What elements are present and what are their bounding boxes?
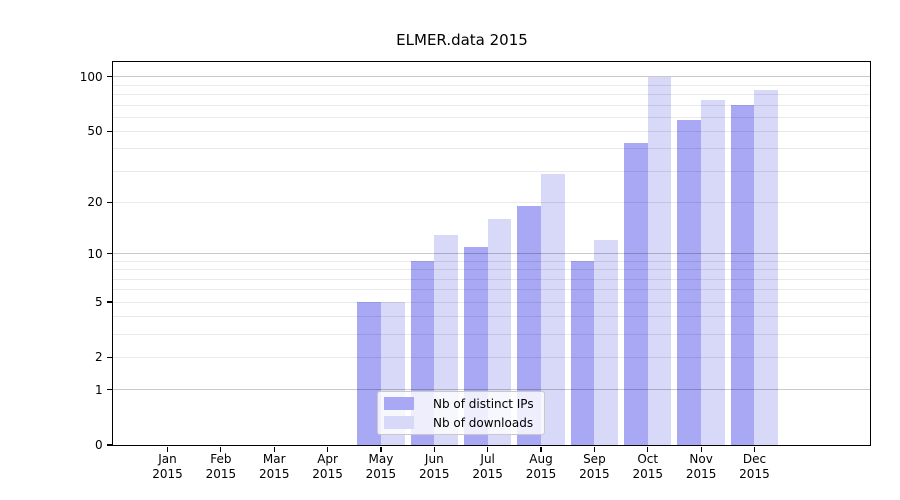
x-tick-label: Mar 2015 <box>258 452 290 481</box>
y-tick-label: 0 <box>94 438 103 452</box>
bar-downloads <box>594 240 619 445</box>
x-tick-mark <box>433 446 435 452</box>
x-tick-mark <box>220 446 222 452</box>
bar-downloads <box>647 76 672 445</box>
x-tick-label: Feb 2015 <box>205 452 237 481</box>
x-tick-mark <box>540 446 542 452</box>
y-tick-label: 20 <box>87 195 103 210</box>
x-tick-label: Jan 2015 <box>152 452 183 481</box>
bar-downloads <box>701 99 725 445</box>
x-tick-mark <box>166 446 169 452</box>
bar-distinct-ips <box>624 143 648 445</box>
x-tick-label: Apr 2015 <box>312 452 343 481</box>
x-tick-label: Jul 2015 <box>472 452 503 481</box>
x-tick-label: Oct 2015 <box>632 452 663 481</box>
chart-title: ELMER.data 2015 <box>396 31 528 49</box>
legend-swatch-distinct-ips <box>384 397 414 410</box>
legend-swatch-downloads <box>384 416 414 429</box>
bar-downloads <box>754 89 779 445</box>
y-tick-label: 2 <box>94 350 103 365</box>
y-tick-label: 5 <box>94 295 103 310</box>
y-tick-mark <box>107 356 113 358</box>
legend-item-distinct-ips: Nb of distinct IPs <box>384 397 538 411</box>
bar-distinct-ips <box>517 206 541 445</box>
x-tick-mark <box>647 446 649 452</box>
legend-label-downloads: Nb of downloads <box>433 415 534 430</box>
bar-distinct-ips <box>730 105 755 445</box>
x-tick-mark <box>753 446 756 452</box>
y-tick-mark <box>107 301 113 303</box>
x-tick-mark <box>326 446 329 452</box>
bar-downloads <box>487 219 512 445</box>
y-tick-mark <box>107 76 113 78</box>
y-tick-mark <box>107 201 113 203</box>
x-tick-label: Aug 2015 <box>525 452 557 481</box>
x-tick-mark <box>380 446 382 452</box>
x-tick-label: Sep 2015 <box>579 452 610 481</box>
x-tick-mark <box>700 446 702 452</box>
y-tick-label: 100 <box>79 69 103 84</box>
y-tick-mark <box>107 130 113 132</box>
y-tick-mark <box>107 253 113 255</box>
y-tick-label: 50 <box>87 124 103 139</box>
y-tick-label: 1 <box>94 382 103 397</box>
y-tick-label: 10 <box>87 246 103 261</box>
bar-distinct-ips <box>570 261 595 445</box>
x-tick-label: Jun 2015 <box>419 452 450 481</box>
legend-label-distinct-ips: Nb of distinct IPs <box>433 396 534 411</box>
y-tick-mark <box>107 444 113 446</box>
bar-distinct-ips <box>677 119 702 445</box>
x-tick-label: Dec 2015 <box>739 452 770 481</box>
bar-downloads <box>541 173 565 445</box>
legend-item-downloads: Nb of downloads <box>384 416 538 430</box>
x-tick-mark <box>273 446 275 452</box>
y-tick-mark <box>107 389 113 391</box>
x-tick-mark <box>593 446 595 452</box>
bar-distinct-ips <box>357 302 381 445</box>
legend: Nb of distinct IPs Nb of downloads <box>377 391 545 435</box>
x-tick-label: Nov 2015 <box>685 452 717 481</box>
x-tick-label: May 2015 <box>365 452 397 481</box>
x-tick-mark <box>487 446 489 452</box>
